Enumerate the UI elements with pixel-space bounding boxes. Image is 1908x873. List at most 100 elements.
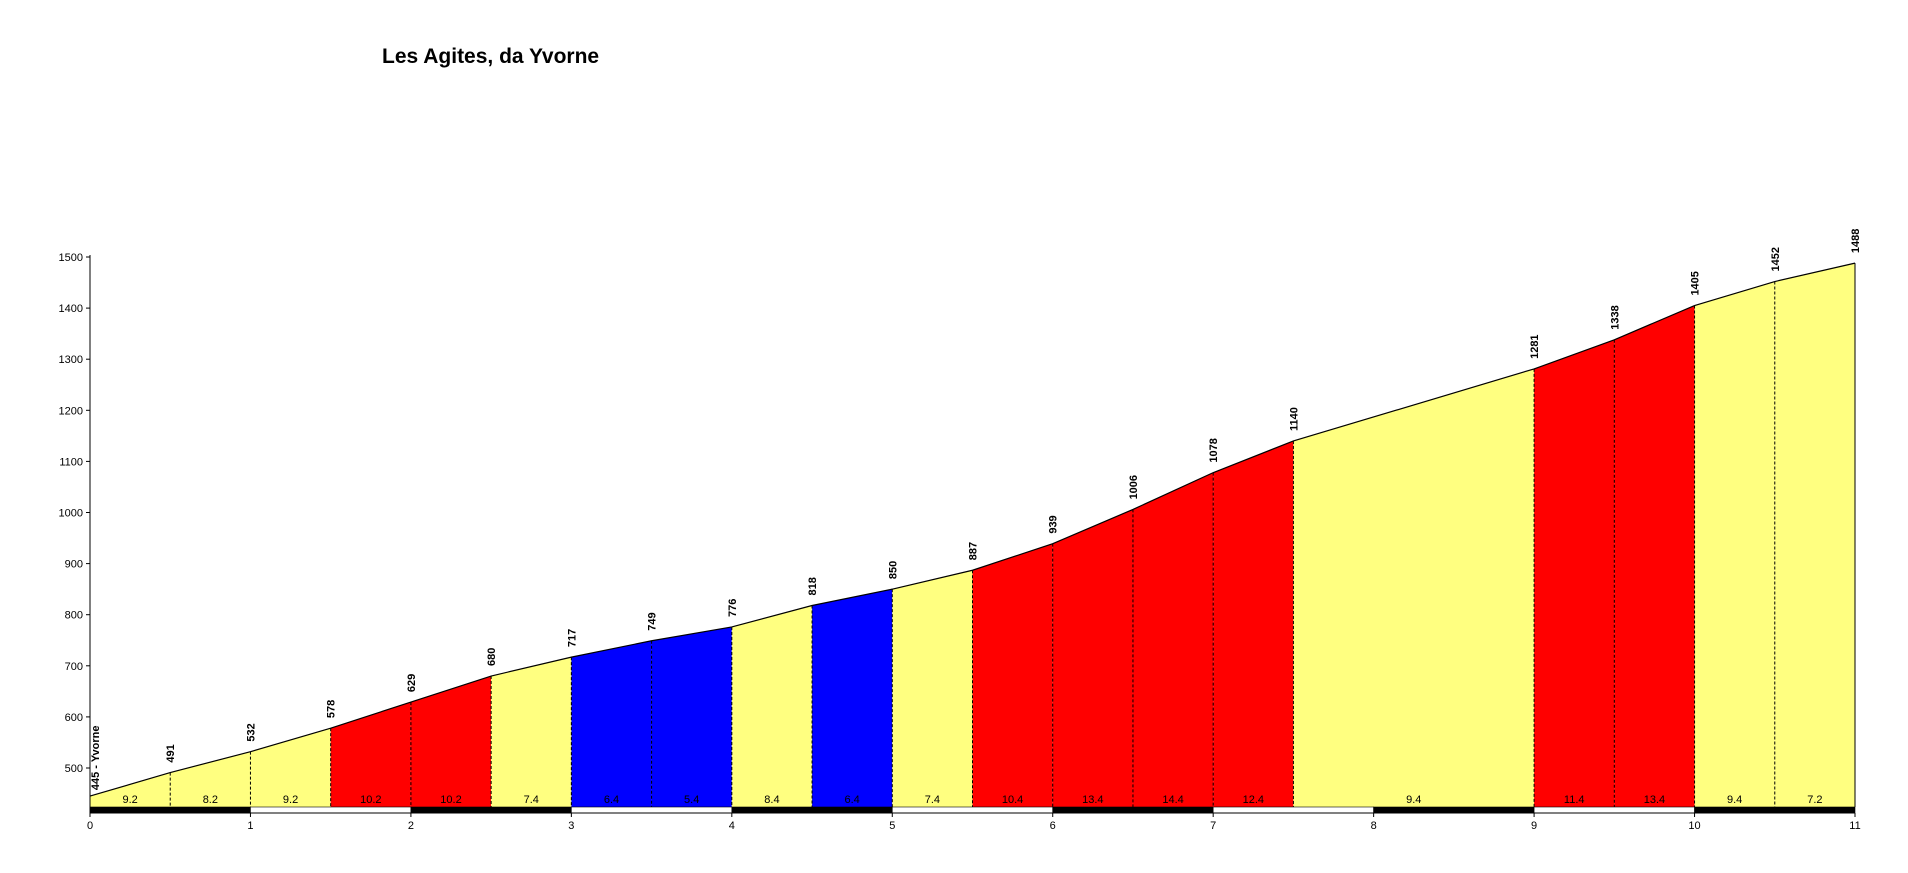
x-tick-label-2: 2 [408, 820, 414, 832]
km-bar-segment-11 [1694, 806, 1856, 814]
elevation-label-1: 491 [165, 744, 177, 762]
elevation-label-2: 532 [245, 723, 257, 741]
gradient-label-13: 13.4 [1082, 794, 1103, 806]
elevation-label-20: 1488 [1850, 229, 1862, 253]
km-bar [89, 806, 1856, 814]
elevation-label-17: 1338 [1609, 305, 1621, 329]
x-tick-label-6: 6 [1050, 820, 1056, 832]
segment-fill-8 [651, 626, 732, 807]
segment-fill-1 [90, 772, 171, 807]
y-tick-label-1200: 1200 [59, 405, 83, 417]
gradient-label-17: 11.4 [1564, 794, 1585, 806]
gradient-label-16: 9.4 [1406, 794, 1421, 806]
x-tick-label-0: 0 [87, 820, 93, 832]
km-bar-segment-6 [891, 806, 1054, 814]
km-bar-segment-1 [89, 806, 251, 814]
x-tick-label-5: 5 [889, 820, 895, 832]
segment-fill-17 [1534, 339, 1615, 807]
elevation-label-10: 850 [887, 561, 899, 579]
start-label: 445 - Yvorne [90, 725, 102, 790]
gradient-labels: 9.2 8.2 9.2 10.2 10.2 7.4 6.4 5.4 8.4 6.4 7.4 10.4 1… [122, 794, 1822, 806]
segment-fill-9 [731, 605, 813, 807]
gradient-label-9: 8.4 [764, 794, 779, 806]
km-bar-segment-5 [731, 806, 893, 814]
elevation-label-8: 776 [727, 599, 739, 617]
segment-fill-10 [812, 589, 893, 807]
segment-fill-5 [410, 676, 492, 807]
elevation-label-4: 629 [406, 674, 418, 692]
km-bar-segment-8 [1212, 806, 1374, 814]
gradient-label-12: 10.4 [1002, 794, 1023, 806]
segment-fill-7 [571, 640, 652, 807]
gradient-label-18: 13.4 [1644, 794, 1665, 806]
gradient-label-3: 9.2 [283, 794, 298, 806]
gradient-label-4: 10.2 [360, 794, 381, 806]
chart-title: Les Agites, da Yvorne [382, 45, 599, 68]
elevation-label-15: 1140 [1288, 407, 1300, 431]
x-tick-label-9: 9 [1531, 820, 1537, 832]
x-tick-label-1: 1 [247, 820, 253, 832]
elevation-label-9: 818 [807, 577, 819, 595]
y-tick-label-500: 500 [65, 763, 83, 775]
segment-fill-6 [491, 657, 572, 807]
segment-fill-16 [1293, 368, 1535, 807]
km-bar-segment-9 [1373, 806, 1535, 814]
elevation-label-16: 1281 [1529, 334, 1541, 358]
gradient-label-19: 9.4 [1727, 794, 1742, 806]
gradient-label-8: 5.4 [684, 794, 699, 806]
elevation-label-14: 1078 [1208, 438, 1220, 462]
y-tick-label-600: 600 [65, 712, 83, 724]
x-tick-label-10: 10 [1688, 820, 1700, 832]
y-tick-label-900: 900 [65, 559, 83, 571]
gradient-label-7: 6.4 [604, 794, 619, 806]
segment-dividers [169, 263, 1856, 807]
y-tick-label-1500: 1500 [59, 252, 83, 264]
elevation-label-3: 578 [326, 700, 338, 718]
segment-fill-3 [250, 728, 331, 807]
elevation-labels: 491 532 578 629 680 717 749 776 818 850 887 939 1006… [90, 229, 1862, 790]
x-tick-label-8: 8 [1371, 820, 1377, 832]
gradient-label-2: 8.2 [203, 794, 218, 806]
y-tick-label-1400: 1400 [59, 303, 83, 315]
elevation-label-6: 717 [566, 629, 578, 647]
y-tick-label-1100: 1100 [59, 456, 83, 468]
segment-fill-19 [1694, 281, 1775, 807]
y-tick-label-1300: 1300 [59, 354, 83, 366]
gradient-label-11: 7.4 [925, 794, 940, 806]
segment-fill-20 [1774, 263, 1855, 808]
x-tick-label-7: 7 [1210, 820, 1216, 832]
segment-fill-11 [892, 570, 973, 807]
axes: 500 600 700 800 900 1000 1100 1200 1300 1400 1500 0… [59, 252, 1861, 832]
profile-line [89, 262, 1856, 797]
x-tick-label-11: 11 [1849, 820, 1860, 832]
gradient-label-20: 7.2 [1807, 794, 1822, 806]
gradient-label-10: 6.4 [845, 794, 860, 806]
y-tick-label-800: 800 [65, 610, 83, 622]
gradient-label-15: 12.4 [1243, 794, 1264, 806]
segment-fill-2 [170, 751, 251, 807]
gradient-label-1: 9.2 [122, 794, 137, 806]
elevation-label-18: 1405 [1690, 271, 1702, 295]
y-tick-label-700: 700 [65, 661, 83, 673]
km-bar-segment-3 [410, 806, 572, 814]
segment-fill-14 [1132, 472, 1214, 807]
segment-fill-4 [330, 702, 411, 807]
elevation-label-19: 1452 [1770, 247, 1782, 271]
km-bar-segment-2 [250, 806, 412, 814]
segment-fill-18 [1614, 305, 1695, 807]
km-bar-segment-10 [1533, 806, 1695, 814]
km-bar-segment-4 [571, 806, 733, 814]
y-tick-label-1000: 1000 [59, 508, 83, 520]
segment-fill-15 [1213, 440, 1294, 807]
elevation-label-7: 749 [647, 612, 659, 630]
elevation-label-11: 887 [968, 542, 980, 560]
gradient-label-14: 14.4 [1162, 794, 1183, 806]
segment-fill-12 [972, 543, 1053, 807]
elevation-label-12: 939 [1048, 515, 1060, 533]
km-bar-segment-7 [1052, 806, 1214, 814]
elevation-label-13: 1006 [1128, 475, 1140, 499]
segment-fills [90, 263, 1855, 808]
segment-fill-13 [1052, 509, 1133, 807]
